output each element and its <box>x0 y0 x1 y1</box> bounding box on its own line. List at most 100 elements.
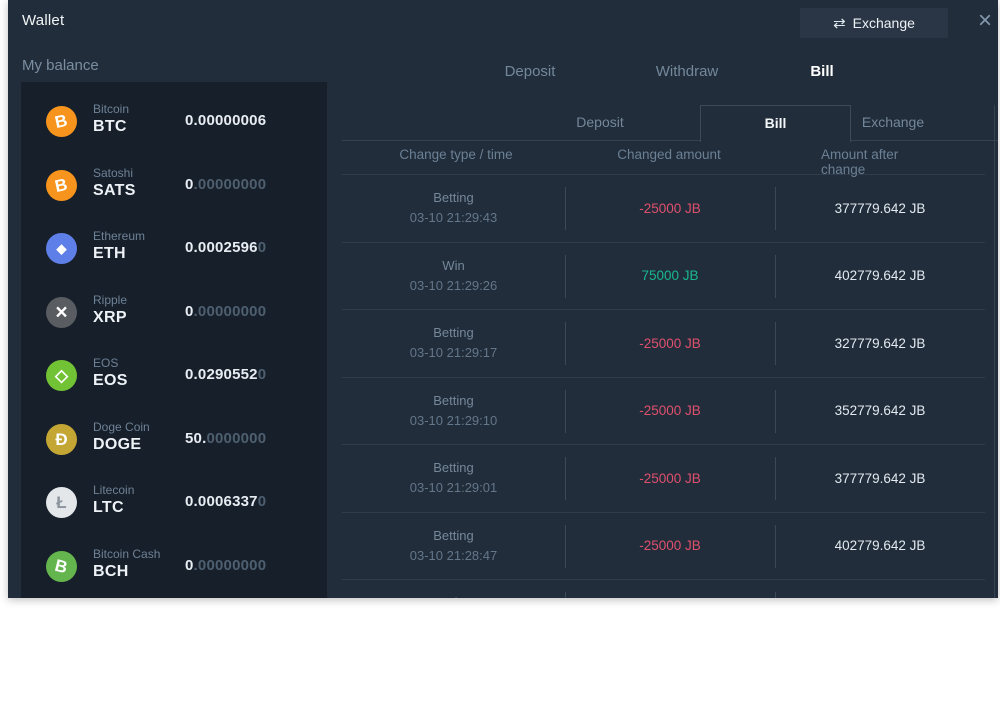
coin-row-bch[interactable]: B Bitcoin Cash BCH 0.00000000 <box>21 535 327 599</box>
bitcoin-cash-icon: B <box>46 550 77 582</box>
row-time: 03-10 21:29:26 <box>409 277 498 293</box>
row-changed-amount: -25000 JB <box>639 538 701 554</box>
row-amount-after: 327779.642 JB <box>834 335 926 351</box>
coin-amount: 0.00000000 <box>185 175 267 193</box>
coin-glyph: B <box>53 555 70 577</box>
cell-divider <box>775 457 776 500</box>
coin-row-eos[interactable]: ◇ EOS EOS 0.02905520 <box>21 344 327 408</box>
coin-name: Bitcoin Cash <box>93 546 161 561</box>
tab-bill[interactable]: Bill <box>810 63 834 80</box>
table-row: Betting 03-10 21:29:43 -25000 JB 377779.6… <box>342 174 985 242</box>
window-title: Wallet <box>22 12 65 29</box>
row-changed-amount: -25000 JB <box>639 403 701 419</box>
coin-amount: 0.00000000 <box>185 302 267 320</box>
history-tabs: Bill Deposit Withdraw Exchange <box>342 105 998 142</box>
row-amount-after: 377779.642 JB <box>834 200 926 216</box>
coin-glyph: B <box>53 174 70 196</box>
coin-ticker: LTC <box>93 499 124 516</box>
tab-withdraw[interactable]: Withdraw <box>655 63 719 80</box>
coin-row-ltc[interactable]: Ł Litecoin LTC 0.00063370 <box>21 471 327 535</box>
coin-glyph: × <box>55 300 68 324</box>
cell-divider <box>565 389 566 433</box>
cell-divider <box>775 254 776 298</box>
coin-row-eth[interactable]: ◆ Ethereum ETH 0.00025960 <box>21 217 327 281</box>
coin-ticker: ETH <box>93 245 126 262</box>
coin-amount: 0.00063370 <box>185 493 267 510</box>
cell-divider <box>775 322 776 365</box>
column-header-changed-amount: Changed amount <box>617 147 721 162</box>
cell-divider <box>775 592 776 598</box>
cell-divider <box>565 524 566 568</box>
row-amount-after <box>775 580 985 598</box>
cell-divider <box>565 592 566 598</box>
table-row: Betting 03-10 21:29:17 -25000 JB 327779.6… <box>342 309 985 377</box>
row-type: Win <box>442 257 465 273</box>
coin-glyph: ◇ <box>54 366 69 385</box>
row-amount-after: 377779.642 JB <box>834 470 926 486</box>
subtab-exchange[interactable]: Exchange <box>861 114 925 130</box>
row-time: 03-10 21:29:10 <box>409 412 498 428</box>
coin-ticker: SATS <box>93 181 136 199</box>
column-header-change-type: Change type / time <box>399 147 513 162</box>
coin-glyph: B <box>53 110 70 133</box>
table-row: Betting 03-10 21:29:01 -25000 JB 377779.6… <box>342 444 985 512</box>
close-icon[interactable]: × <box>977 7 992 34</box>
coin-amount: 0.00000006 <box>185 112 267 129</box>
coin-name: Ethereum <box>93 229 146 243</box>
exchange-button-label: Exchange <box>852 15 915 31</box>
coin-glyph: Đ <box>55 429 68 449</box>
row-type: Betting <box>433 460 474 475</box>
coin-ticker: BCH <box>93 562 129 580</box>
row-type: Betting <box>433 190 474 205</box>
cell-divider <box>565 187 566 230</box>
subtab-deposit[interactable]: Deposit <box>576 114 624 130</box>
tab-deposit[interactable]: Deposit <box>504 63 556 80</box>
table-row: Win <box>342 579 985 598</box>
row-time: 03-10 21:28:47 <box>409 547 498 563</box>
table-right-border <box>994 105 995 598</box>
bill-table: Betting 03-10 21:29:43 -25000 JB 377779.6… <box>342 174 985 598</box>
coin-amount: 50.0000000 <box>185 429 267 447</box>
coin-row-xrp[interactable]: × Ripple XRP 0.00000000 <box>21 281 327 345</box>
balance-panel: B Bitcoin BTC 0.00000006 B Satoshi SATS … <box>21 82 327 598</box>
exchange-button[interactable]: ⇄ Exchange <box>800 8 948 38</box>
cell-divider <box>565 254 566 298</box>
coin-ticker: XRP <box>93 308 127 326</box>
row-amount-after: 402779.642 JB <box>834 268 926 284</box>
coin-name: EOS <box>93 356 119 370</box>
coin-glyph: ◆ <box>56 241 67 256</box>
cell-divider <box>565 457 566 500</box>
row-type: Betting <box>433 325 474 340</box>
cell-divider <box>775 187 776 230</box>
row-time: 03-10 21:29:43 <box>409 210 498 225</box>
row-amount-after: 402779.642 JB <box>834 538 926 554</box>
table-row: Win 03-10 21:29:26 75000 JB 402779.642 JB <box>342 241 985 310</box>
coin-amount: 0.00025960 <box>185 239 267 256</box>
row-type: Betting <box>433 392 474 408</box>
row-amount-after: 352779.642 JB <box>834 403 926 419</box>
eos-icon: ◇ <box>46 360 77 391</box>
cell-divider <box>775 389 776 433</box>
ripple-icon: × <box>46 296 77 328</box>
cell-divider <box>775 524 776 568</box>
coin-row-doge[interactable]: Đ Doge Coin DOGE 50.0000000 <box>21 408 327 472</box>
coin-row-sats[interactable]: B Satoshi SATS 0.00000000 <box>21 154 327 218</box>
subtab-bill[interactable]: Bill <box>700 105 851 142</box>
coin-row-btc[interactable]: B Bitcoin BTC 0.00000006 <box>21 90 327 154</box>
dogecoin-icon: Đ <box>46 423 77 455</box>
coin-ticker: EOS <box>93 372 128 389</box>
coin-name: Satoshi <box>93 165 134 180</box>
satoshi-icon: B <box>46 169 77 201</box>
row-changed-amount <box>565 580 775 598</box>
coin-ticker: BTC <box>93 118 127 135</box>
coin-glyph: Ł <box>56 493 67 512</box>
row-changed-amount: -25000 JB <box>639 200 701 216</box>
balance-panel-title: My balance <box>22 57 99 74</box>
row-changed-amount: -25000 JB <box>639 335 701 351</box>
bitcoin-icon: B <box>46 106 77 137</box>
ethereum-icon: ◆ <box>46 233 77 264</box>
coin-amount: 0.02905520 <box>185 366 267 383</box>
column-header-amount-after: Amount after change <box>821 147 899 177</box>
row-time: 03-10 21:29:01 <box>409 480 498 495</box>
